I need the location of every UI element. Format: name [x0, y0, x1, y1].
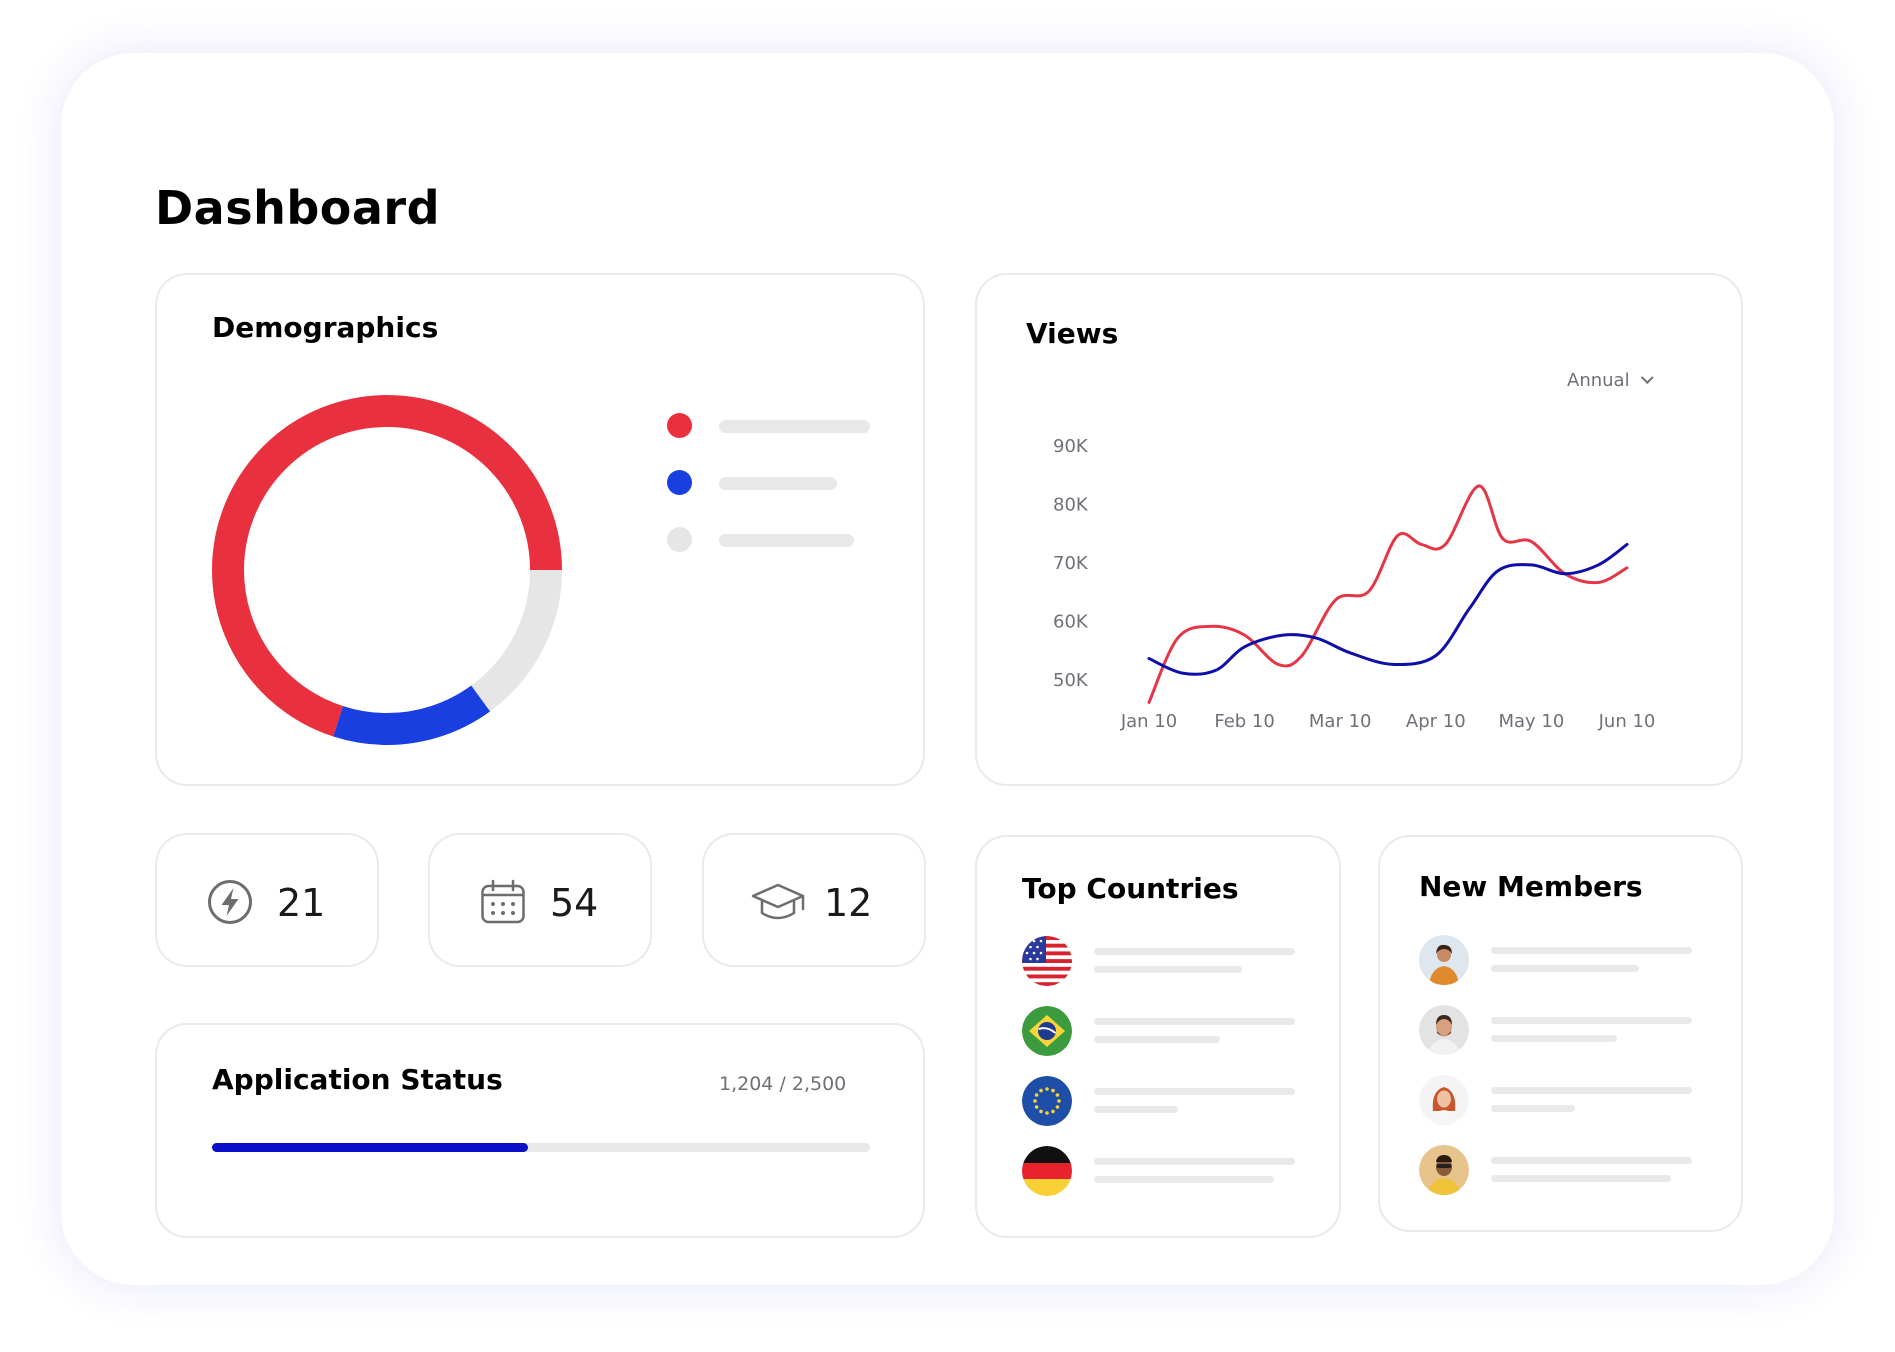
- application-status-title: Application Status: [212, 1063, 503, 1096]
- placeholder-line: [1094, 966, 1242, 973]
- y-tick-label: 80K: [1053, 495, 1089, 516]
- placeholder-line: [1094, 1106, 1178, 1113]
- placeholder-line: [1094, 1036, 1220, 1043]
- top-countries-title: Top Countries: [1022, 872, 1239, 905]
- member-avatar-icon: [1419, 935, 1469, 985]
- legend-item[interactable]: [667, 413, 887, 439]
- stat-value-calendar: 54: [550, 881, 599, 925]
- y-tick-label: 70K: [1053, 553, 1089, 574]
- placeholder-line: [1491, 1087, 1692, 1094]
- stat-value-activity: 21: [277, 881, 326, 925]
- placeholder-line: [1491, 1105, 1575, 1112]
- member-avatar-icon: [1419, 1005, 1469, 1055]
- placeholder-line: [1094, 1176, 1274, 1183]
- x-tick-label: Jan 10: [1120, 711, 1177, 732]
- period-select-label: Annual: [1567, 370, 1630, 391]
- views-card: 50K 60K 70K 80K 90K Jan 10 Feb 10 Mar 10 Apr 10 M…: [975, 273, 1743, 786]
- country-list-item[interactable]: [1022, 936, 1312, 988]
- stat-card-activity[interactable]: 21: [155, 833, 379, 967]
- legend-placeholder-bar: [719, 534, 854, 547]
- placeholder-line: [1094, 1018, 1295, 1025]
- application-progress-bar: [212, 1143, 870, 1152]
- donut-segment-2: [212, 395, 562, 745]
- legend-placeholder-bar: [719, 420, 870, 433]
- top-countries-card: Top Countries: [975, 835, 1341, 1238]
- usa-flag-icon: [1022, 936, 1072, 986]
- member-avatar-icon: [1419, 1145, 1469, 1195]
- demographics-donut-chart: [212, 395, 562, 745]
- member-list-item[interactable]: [1419, 1145, 1709, 1197]
- x-tick-label: Mar 10: [1309, 711, 1372, 732]
- placeholder-line: [1491, 965, 1639, 972]
- legend-dot-gray: [667, 527, 692, 552]
- country-list-item[interactable]: [1022, 1076, 1312, 1128]
- member-list-item[interactable]: [1419, 1005, 1709, 1057]
- legend-item[interactable]: [667, 470, 887, 496]
- placeholder-line: [1094, 1088, 1295, 1095]
- application-status-card: Application Status 1,204 / 2,500: [155, 1023, 925, 1238]
- y-tick-label: 60K: [1053, 612, 1089, 633]
- placeholder-line: [1491, 1017, 1692, 1024]
- lightning-icon: [208, 880, 252, 924]
- country-list-item[interactable]: [1022, 1006, 1312, 1058]
- placeholder-line: [1491, 1157, 1692, 1164]
- application-status-count: 1,204 / 2,500: [719, 1073, 847, 1095]
- legend-dot-blue: [667, 470, 692, 495]
- page-title: Dashboard: [155, 181, 441, 235]
- x-tick-label: Apr 10: [1406, 711, 1466, 732]
- x-tick-label: Feb 10: [1214, 711, 1275, 732]
- views-line-chart: 50K 60K 70K 80K 90K Jan 10 Feb 10 Mar 10 Apr 10 M…: [1053, 436, 1656, 732]
- series-line-1: [1147, 542, 1629, 676]
- series-line-0: [1147, 484, 1629, 704]
- member-list-item[interactable]: [1419, 1075, 1709, 1127]
- calendar-icon: [481, 879, 525, 924]
- stat-card-education[interactable]: 12: [702, 833, 926, 967]
- x-tick-label: May 10: [1498, 711, 1564, 732]
- placeholder-line: [1491, 1175, 1671, 1182]
- donut-segment-1: [212, 395, 562, 745]
- y-tick-label: 90K: [1053, 436, 1089, 457]
- period-select[interactable]: Annual: [1567, 370, 1654, 391]
- legend-dot-red: [667, 413, 692, 438]
- eu-flag-icon: [1022, 1076, 1072, 1126]
- stat-value-education: 12: [824, 881, 873, 925]
- graduation-cap-icon: [751, 883, 805, 920]
- brazil-flag-icon: [1022, 1006, 1072, 1056]
- y-tick-label: 50K: [1053, 670, 1089, 691]
- views-title: Views: [1026, 317, 1119, 350]
- placeholder-line: [1094, 1158, 1295, 1165]
- country-list-item[interactable]: [1022, 1146, 1312, 1198]
- member-avatar-icon: [1419, 1075, 1469, 1125]
- placeholder-line: [1491, 1035, 1617, 1042]
- legend-item[interactable]: [667, 527, 887, 553]
- demographics-card: Demographics: [155, 273, 925, 786]
- legend-placeholder-bar: [719, 477, 837, 490]
- member-list-item[interactable]: [1419, 935, 1709, 987]
- application-progress-fill: [212, 1143, 528, 1152]
- placeholder-line: [1094, 948, 1295, 955]
- demographics-title: Demographics: [212, 311, 439, 344]
- germany-flag-icon: [1022, 1146, 1072, 1196]
- x-tick-label: Jun 10: [1598, 711, 1656, 732]
- stat-card-calendar[interactable]: 54: [428, 833, 652, 967]
- new-members-title: New Members: [1419, 870, 1643, 903]
- placeholder-line: [1491, 947, 1692, 954]
- new-members-card: New Members: [1378, 835, 1743, 1232]
